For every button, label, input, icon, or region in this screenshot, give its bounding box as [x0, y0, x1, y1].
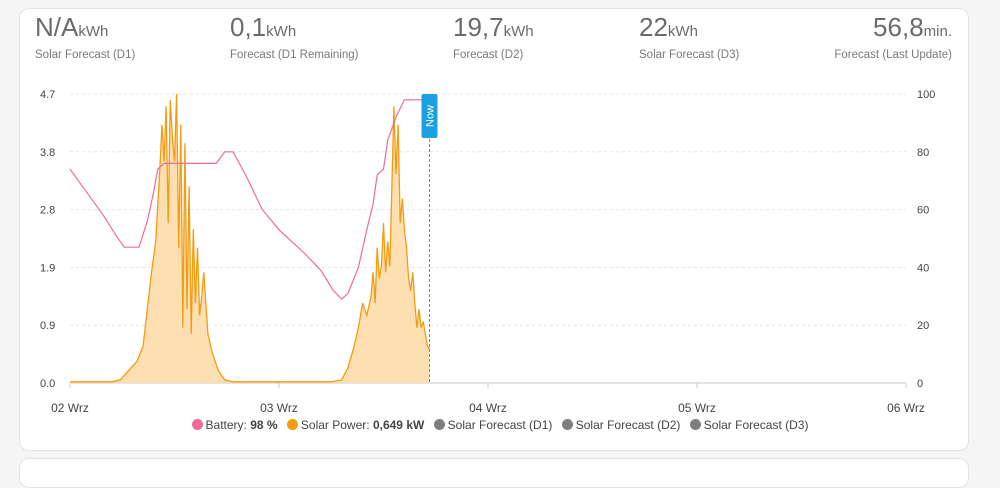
stat-label: Solar Forecast (D3) [639, 49, 740, 61]
stat-label: Forecast (D1 Remaining) [230, 49, 359, 61]
stat-unit: kWh [503, 23, 534, 40]
legend-name: Solar Forecast (D1) [447, 418, 553, 432]
y-left-tick-label: 1.9 [40, 262, 55, 274]
x-tick-label: 03 Wrz [260, 401, 298, 415]
solar-chart[interactable]: 0.0 0.9 1.9 2.8 3.8 4.7 0 20 40 60 80 100 02 Wrz 03 W… [0, 0, 1000, 468]
solar-power-area [70, 94, 430, 383]
now-marker-label: Now [424, 105, 436, 127]
legend-dot [191, 419, 203, 430]
y-right-tick-label: 20 [917, 320, 929, 332]
stat-unit: kWh [78, 23, 109, 40]
stat-unit: kWh [667, 23, 698, 40]
y-right-tick-label: 60 [917, 205, 929, 217]
stat-forecast-last-update[interactable]: 56,8min. Forecast (Last Update) [834, 12, 952, 61]
stat-solar-forecast-d3[interactable]: 22kWh Solar Forecast (D3) [639, 12, 739, 61]
stat-forecast-d2[interactable]: 19,7kWh Forecast (D2) [453, 12, 534, 61]
solar-power-line [70, 93, 431, 383]
legend-item-solar-forecast-d2[interactable]: Solar Forecast (D2) [561, 418, 681, 432]
x-tick-label: 06 Wrz [887, 401, 925, 415]
x-tick-label: 02 Wrz [51, 401, 89, 415]
stat-label: Forecast (Last Update) [834, 49, 952, 61]
stat-label: Solar Forecast (D1) [35, 49, 136, 61]
legend-item-battery[interactable]: Battery: 98 % [191, 418, 278, 432]
y-right-tick-label: 100 [917, 89, 935, 101]
legend-value: 98 % [250, 418, 278, 432]
legend-dot [433, 419, 445, 430]
y-left-tick-label: 3.8 [40, 147, 55, 159]
legend-dot [561, 419, 573, 430]
y-right-tick-label: 40 [917, 262, 929, 274]
legend-dot [286, 419, 298, 430]
y-right-tick-label: 0 [917, 378, 923, 390]
stat-label: Forecast (D2) [453, 49, 524, 61]
battery-line [69, 99, 430, 301]
legend-name: Battery [205, 418, 244, 432]
legend-item-solar-forecast-d3[interactable]: Solar Forecast (D3) [689, 418, 809, 432]
stat-unit: kWh [266, 23, 297, 40]
stat-value: 19,7 [453, 12, 504, 42]
x-tick-label: 04 Wrz [469, 401, 507, 415]
chart-legend: Battery: 98 % Solar Power: 0,649 kW Sola… [0, 418, 1000, 432]
y-right-tick-label: 80 [917, 147, 929, 159]
y-left-tick-label: 0.0 [40, 378, 55, 390]
y-left-tick-label: 4.7 [40, 89, 55, 101]
legend-name: Solar Forecast (D2) [575, 418, 681, 432]
stat-unit: min. [923, 23, 952, 40]
stat-value: 22 [639, 12, 668, 42]
legend-dot [689, 419, 701, 430]
y-left-tick-label: 0.9 [40, 320, 55, 332]
legend-value: 0,649 kW [372, 418, 425, 432]
now-marker-badge [421, 94, 438, 138]
stat-solar-forecast-d1[interactable]: N/AkWh Solar Forecast (D1) [35, 12, 135, 61]
stat-forecast-d1-remaining[interactable]: 0,1kWh Forecast (D1 Remaining) [230, 12, 358, 61]
legend-item-solar-power[interactable]: Solar Power: 0,649 kW [286, 418, 425, 432]
legend-item-solar-forecast-d1[interactable]: Solar Forecast (D1) [433, 418, 553, 432]
y-left-tick-label: 2.8 [40, 205, 55, 217]
stat-value: N/A [35, 12, 79, 42]
x-tick-label: 05 Wrz [678, 401, 716, 415]
legend-name: Solar Power [300, 418, 367, 432]
legend-name: Solar Forecast (D3) [703, 418, 809, 432]
stat-value: 56,8 [873, 12, 924, 42]
stat-value: 0,1 [230, 12, 267, 42]
